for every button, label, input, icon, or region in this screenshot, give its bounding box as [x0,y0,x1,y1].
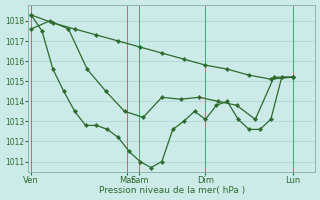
X-axis label: Pression niveau de la mer( hPa ): Pression niveau de la mer( hPa ) [99,186,245,195]
